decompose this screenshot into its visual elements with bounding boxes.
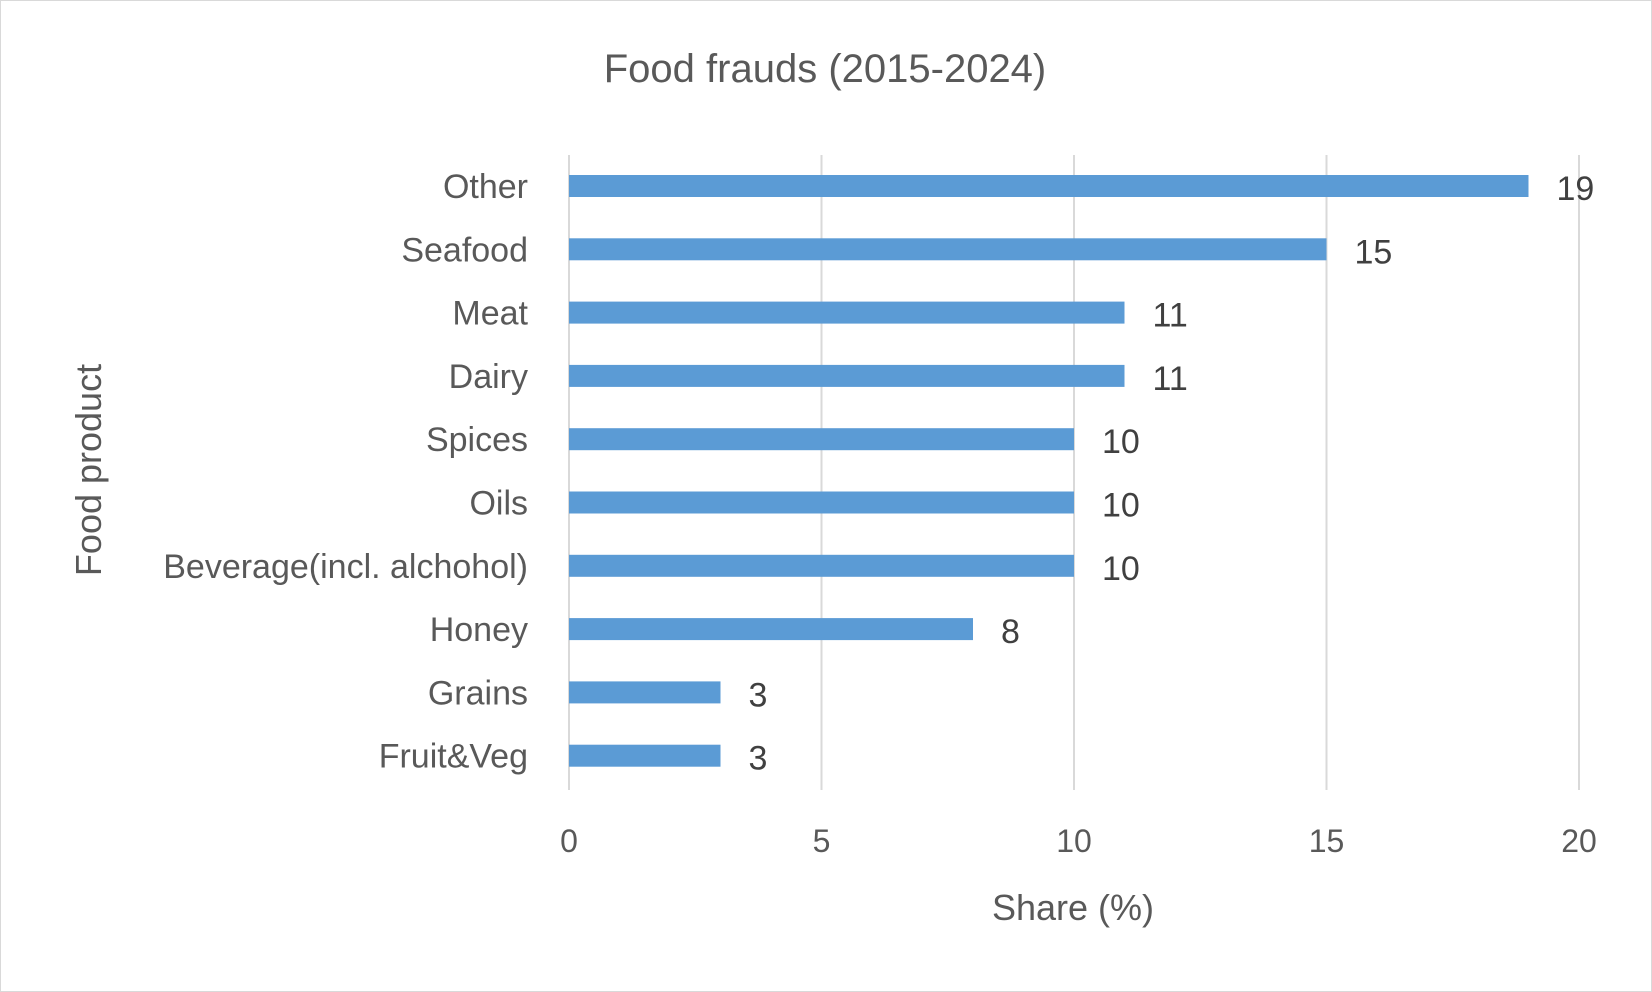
y-axis-title: Food product (68, 364, 109, 576)
bar-spices (569, 428, 1074, 451)
labels: 0 5 10 15 20 Other 19 Seafood 15 Meat 11 Dairy 11 Spi… (163, 168, 1597, 859)
data-label-meat: 11 (1153, 297, 1188, 335)
bar-fruit-veg (569, 744, 721, 767)
bar-other (569, 175, 1529, 197)
category-label-grains: Grains (428, 674, 528, 712)
bar-meat (569, 301, 1125, 324)
category-label-spices: Spices (426, 421, 528, 459)
chart-title: Food frauds (2015-2024) (604, 47, 1047, 91)
bar-oils (569, 491, 1074, 514)
x-tick-label-20: 20 (1561, 823, 1597, 859)
category-label-meat: Meat (452, 295, 528, 333)
data-label-grains: 3 (749, 676, 768, 714)
data-label-fruit-veg: 3 (749, 740, 768, 778)
data-label-honey: 8 (1001, 613, 1020, 651)
bar-dairy (569, 364, 1125, 387)
category-label-beverage-incl-alchohol: Beverage(incl. alchohol) (163, 548, 528, 586)
x-tick-label-0: 0 (560, 823, 578, 859)
category-label-seafood: Seafood (401, 231, 528, 269)
category-label-fruit-veg: Fruit&Veg (379, 738, 528, 776)
data-label-spices: 10 (1102, 423, 1140, 461)
bar-seafood (569, 238, 1327, 261)
data-label-seafood: 15 (1355, 233, 1393, 271)
x-tick-label-10: 10 (1056, 823, 1092, 859)
bar-beverage-incl-alchohol (569, 554, 1074, 577)
data-label-oils: 10 (1102, 487, 1140, 525)
bar-grains (569, 681, 721, 704)
data-label-other: 19 (1557, 170, 1595, 208)
category-label-dairy: Dairy (449, 358, 528, 396)
x-tick-label-5: 5 (813, 823, 831, 859)
data-label-dairy: 11 (1153, 360, 1188, 398)
category-label-other: Other (443, 168, 528, 206)
category-label-honey: Honey (430, 611, 528, 649)
bars (569, 175, 1529, 767)
data-label-beverage-incl-alchohol: 10 (1102, 550, 1140, 588)
bar-honey (569, 618, 973, 641)
x-tick-label-15: 15 (1309, 823, 1345, 859)
x-axis-title: Share (%) (992, 887, 1154, 928)
category-label-oils: Oils (469, 485, 528, 523)
